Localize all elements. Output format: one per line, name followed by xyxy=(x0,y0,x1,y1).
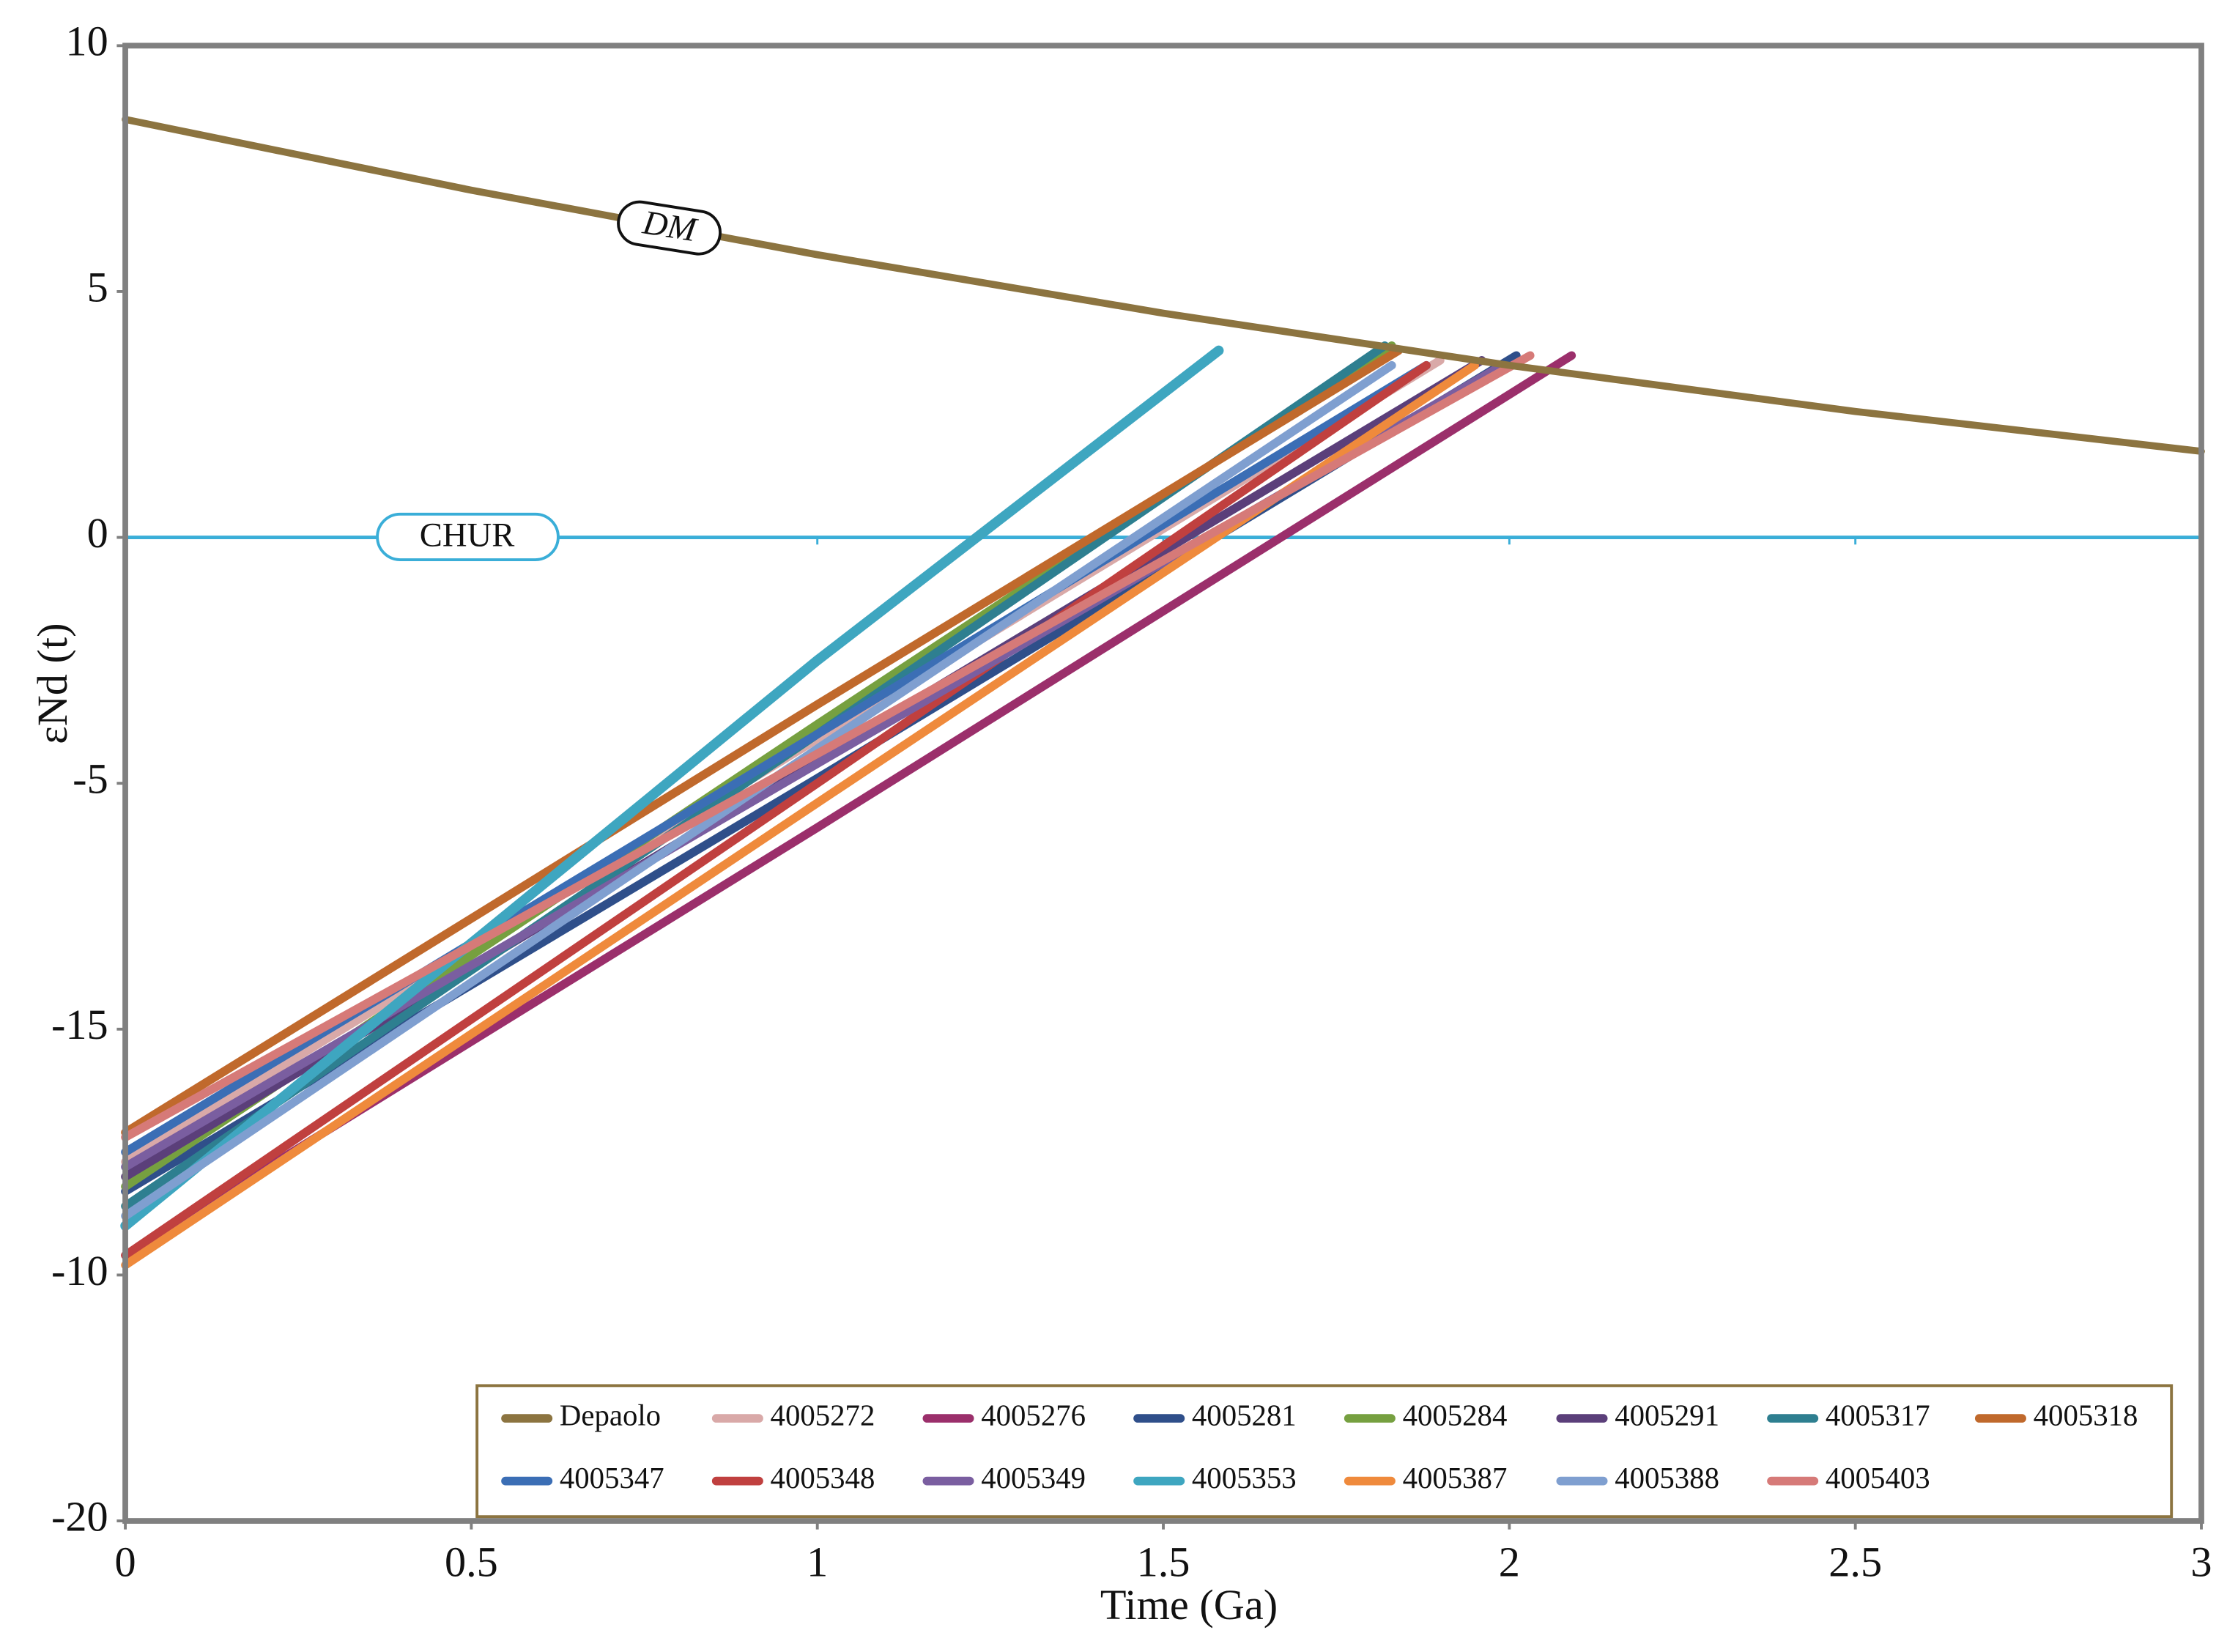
y-tick-label: -10 xyxy=(51,1247,108,1294)
x-tick-label: 0 xyxy=(114,1538,136,1586)
x-tick-label: 1.5 xyxy=(1137,1538,1190,1586)
y-tick-label: -15 xyxy=(51,1001,108,1048)
legend-label: 4005353 xyxy=(1192,1462,1297,1494)
x-tick-label: 3 xyxy=(2190,1538,2212,1586)
dm-label-box xyxy=(617,200,722,256)
series-line xyxy=(121,360,1431,1260)
legend-label: 4005348 xyxy=(771,1462,875,1494)
y-tick-label: 10 xyxy=(65,18,108,65)
legend-label: 4005388 xyxy=(1615,1462,1719,1494)
y-tick-label: -20 xyxy=(51,1492,108,1540)
series-line xyxy=(121,346,1403,1137)
legend-label: 4005291 xyxy=(1615,1399,1719,1431)
series-line xyxy=(121,360,1431,1157)
legend-label: 4005284 xyxy=(1403,1399,1508,1431)
y-tick-label: 0 xyxy=(87,509,108,557)
series-line xyxy=(121,360,1396,1221)
legend-label: 4005317 xyxy=(1826,1399,1930,1431)
legend-label: 4005387 xyxy=(1403,1462,1508,1494)
x-tick-label: 0.5 xyxy=(445,1538,498,1586)
dm-line xyxy=(122,116,2205,455)
y-axis-label: εNd (t) xyxy=(29,623,76,744)
legend-label: 4005347 xyxy=(560,1462,664,1494)
legend-label: 4005272 xyxy=(771,1399,875,1431)
y-tick-label: -5 xyxy=(73,755,108,803)
legend-label: 4005318 xyxy=(2034,1399,2138,1431)
x-tick-label: 2.5 xyxy=(1828,1538,1882,1586)
legend-label: 4005403 xyxy=(1826,1462,1930,1494)
dm-label: DM xyxy=(640,203,700,249)
y-tick-label: 5 xyxy=(87,263,108,311)
legend-label: 4005276 xyxy=(981,1399,1086,1431)
series-line xyxy=(121,351,1535,1142)
dm-label-group: DM xyxy=(617,200,722,256)
legend-label: Depaolo xyxy=(560,1399,661,1431)
x-tick-label: 2 xyxy=(1499,1538,1520,1586)
reference-label: CHUR xyxy=(420,516,515,555)
legend-label: 4005281 xyxy=(1192,1399,1297,1431)
plot-frame xyxy=(122,42,2204,1524)
legend-box xyxy=(475,1384,2174,1519)
x-axis-label: Time (Ga) xyxy=(1100,1581,1278,1629)
series-line xyxy=(120,345,1224,1231)
legend-label: 4005349 xyxy=(981,1462,1086,1494)
reference-label-box xyxy=(376,512,560,561)
x-tick-label: 1 xyxy=(807,1538,828,1586)
